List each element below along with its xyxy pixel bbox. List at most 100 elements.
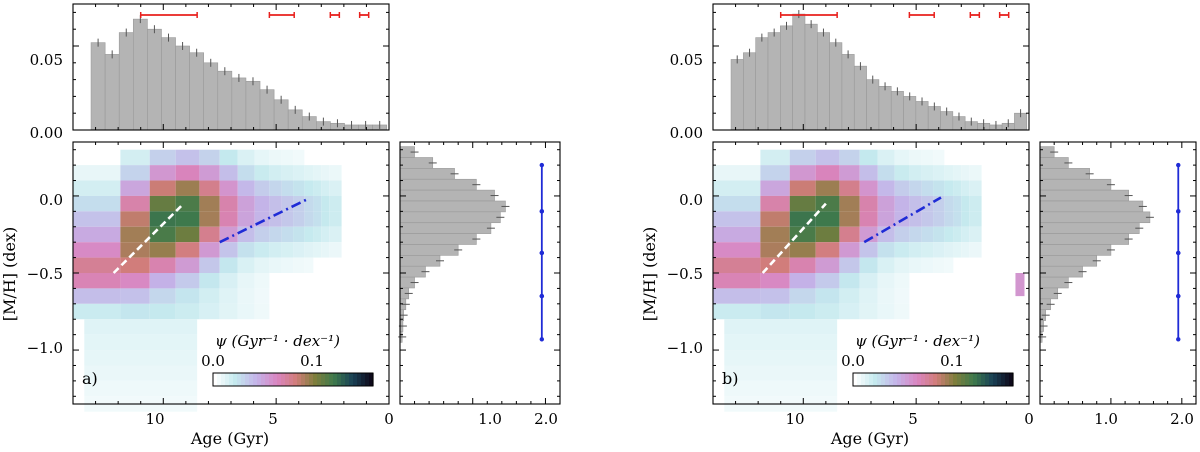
panel-a-heatmap-cell (149, 242, 176, 258)
panel-b-heatmap-cell (713, 242, 761, 258)
panel-b-heatmap-cell (894, 180, 910, 196)
panel-b-heatmap-cell (953, 165, 962, 181)
panel-a-heatmap-cell (199, 257, 220, 273)
panel-a-heatmap-cell (254, 149, 270, 166)
panel-b-colorbar-segment (997, 373, 1002, 386)
panel-b-age-hist-bar (804, 23, 818, 131)
panel-b-heatmap-cell (921, 242, 934, 258)
panel-a-colorbar-segment (281, 373, 286, 386)
panel-b-colorbar-segment (921, 373, 926, 386)
panel-a-heatmap-cell (175, 288, 200, 304)
panel-a-heatmap-cell (269, 242, 282, 258)
panel-b-colorbar-segment (1009, 373, 1014, 386)
panel-b-heatmap-cell (789, 180, 816, 196)
panel-a-xlabel: Age (Gyr) (190, 429, 269, 448)
panel-a-heatmap-cell (313, 242, 322, 258)
panel-a-heatmap-cell (237, 165, 255, 181)
panel-a-mh-hist-bar (399, 157, 434, 169)
panel-b-colorbar-segment (913, 373, 918, 386)
panel-b-heatmap-cell (859, 242, 878, 258)
panel-b-ytick-m05: −0.5 (667, 265, 703, 283)
panel-a-mh-hist-bar (399, 233, 477, 245)
panel-a-colorbar-segment (369, 373, 374, 386)
panel-b-heatmap-cell (877, 165, 895, 181)
panel-a-heatmap-cell (84, 319, 198, 335)
panel-b-colorbar-segment (973, 373, 978, 386)
panel-b-heatmap-cell (894, 242, 910, 258)
panel-b-mh-hist-bar (1039, 157, 1069, 169)
panel-a-heatmap-cell (84, 380, 198, 397)
panel-a-colorbar-segment (217, 373, 222, 386)
panel-a-heatmap-cell (321, 211, 330, 227)
panel-b-heatmap-cell (839, 149, 860, 166)
panel-b-heatmap-cell (961, 242, 970, 258)
panel-b-heatmap-cell (713, 303, 761, 320)
panel-b-mh-hist-bar (1039, 211, 1151, 224)
panel-a-heatmap-cell (73, 303, 121, 320)
panel-b-colorbar-segment (857, 373, 862, 386)
panel-a-colorbar-segment (241, 373, 246, 386)
panel-a-heatmap-cell (219, 165, 238, 181)
panel-a-heatmap-cell (237, 211, 255, 227)
panel-a-heatmap-cell (329, 165, 342, 181)
panel-a-age-hist-bar (132, 18, 148, 131)
panel-b-heatmap-cell (909, 226, 922, 243)
panel-b-heatmap-cell (859, 195, 878, 212)
panel-a-heatmap-cell (313, 226, 322, 243)
panel-a-heatmap-cell (219, 149, 238, 166)
panel-a-heatmap-cell (313, 195, 322, 212)
panel-a-colorbar-frame (212, 372, 374, 387)
panel-b-heatmap-cell (839, 195, 860, 212)
panel-a-heatmap-cell (149, 288, 176, 304)
panel-a-heatmap-cell (281, 149, 294, 166)
panel-b-colorbar-tick-1: 0.1 (940, 352, 964, 370)
panel-a-heatmap-cell (199, 211, 220, 227)
panel-b-colorbar-segment (941, 373, 946, 386)
panel-a-mh-hist-bar (399, 211, 501, 224)
panel-a-heatmap-cell (73, 242, 121, 258)
panel-a-heatmap-cell (219, 242, 238, 258)
panel-b-top-ytick-000: 0.00 (670, 124, 703, 142)
panel-a-heatmap-cell (293, 211, 305, 227)
panel-a-heatmap-cell (269, 180, 282, 196)
panel-a-heatmap-cell (73, 180, 121, 196)
panel-a-trend-line-blue-dashdot (219, 197, 309, 244)
panel-b-heatmap-cell (815, 149, 840, 166)
panel-b-heatmap-cell (969, 165, 982, 181)
panel-a-heatmap-cell (73, 257, 121, 273)
panel-a-heatmap-cell (304, 165, 314, 181)
panel-a-age-hist-bar (217, 70, 233, 131)
panel-a-heatmap-cell (120, 195, 150, 212)
panel-a-heatmap-cell (120, 211, 150, 227)
panel-b-heatmap-cell (909, 149, 922, 166)
panel-b-heatmap-cell (969, 211, 982, 227)
panel-b-xtick-5: 5 (908, 410, 918, 428)
panel-b-age-hist-bar (755, 37, 769, 131)
panel-a-mh-hist-bar (399, 244, 459, 256)
panel-a-heatmap-cell (219, 288, 238, 304)
panel-a-heatmap-cell (304, 257, 314, 273)
panel-b-heatmap-cell (815, 242, 840, 258)
panel-b-mh-hist-bar (1039, 276, 1069, 289)
panel-b-mh-hist-bar (1039, 244, 1112, 256)
panel-b-heatmap-cell (789, 303, 816, 320)
panel-b-mh-hist-bar (1039, 200, 1144, 213)
panel-b-heatmap-cell (877, 273, 895, 289)
panel-b-heatmap-cell (713, 165, 761, 181)
panel-a-heatmap-cell (281, 242, 294, 258)
panel-b-heatmap-cell (909, 257, 922, 273)
panel-a-heatmap-cell (254, 242, 270, 258)
panel-a-heatmap-cell (321, 195, 330, 212)
panel-b-heatmap-cell (760, 273, 790, 289)
panel-a-heatmap-cell (321, 165, 330, 181)
panel-a-heatmap-cell (269, 211, 282, 227)
panel-b-heatmap-cell (760, 303, 790, 320)
panel-b-age-hist-bar (816, 32, 830, 131)
panel-b-heatmap-cell (909, 195, 922, 212)
panel-b-colorbar-segment (957, 373, 962, 386)
panel-a-heatmap-cell (73, 165, 121, 181)
panel-a-colorbar-segment (313, 373, 318, 386)
panel-a-colorbar-label: ψ (Gyr⁻¹ · dex⁻¹) (215, 332, 340, 350)
panel-b-age-hist-bar (743, 52, 756, 131)
panel-b-mh-hist-bar (1039, 168, 1090, 180)
